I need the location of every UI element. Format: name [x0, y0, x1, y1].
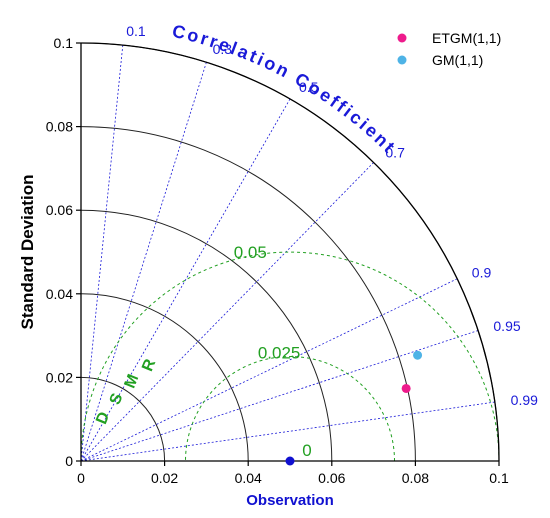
- correlation-line: [80, 98, 291, 462]
- y-tick-label: 0: [65, 453, 73, 469]
- y-tick-label: 0.04: [46, 286, 73, 302]
- correlation-tick-label: 0.99: [511, 392, 538, 408]
- std-arc: [80, 293, 249, 462]
- data-point: [413, 350, 423, 360]
- correlation-line: [80, 401, 495, 462]
- legend-marker: [397, 33, 407, 43]
- x-tick-label: 0.04: [235, 470, 262, 486]
- x-tick-label: 0: [77, 470, 85, 486]
- correlation-line: [80, 62, 207, 462]
- correlation-title: Correlation Coefficient: [170, 21, 400, 158]
- correlation-tick-label: 0.1: [126, 23, 146, 39]
- y-tick-label: 0.08: [46, 119, 73, 135]
- correlation-line: [80, 162, 374, 462]
- rmsd-title-letter: M: [122, 372, 143, 391]
- std-arc: [80, 126, 416, 462]
- outer-arc: [80, 42, 500, 462]
- rmsd-title-letter: R: [139, 356, 159, 373]
- y-tick-label: 0.06: [46, 202, 73, 218]
- correlation-tick-label: 0.5: [299, 79, 319, 95]
- legend-label: GM(1,1): [432, 52, 483, 68]
- y-tick-label: 0.02: [46, 369, 73, 385]
- correlation-line: [80, 330, 479, 462]
- rmsd-contour-label: 0.05: [234, 243, 267, 262]
- legend-marker: [397, 55, 407, 65]
- axes-layer: [76, 42, 500, 466]
- correlation-tick-label: 0.3: [213, 41, 233, 57]
- observation-point: [285, 456, 295, 466]
- x-tick-label: 0.02: [151, 470, 178, 486]
- correlation-title-text: Correlation Coefficient: [170, 21, 398, 158]
- correlation-tick-label: 0.7: [385, 144, 405, 160]
- legend-layer: ETGM(1,1) GM(1,1): [397, 30, 501, 68]
- correlation-tick-label: 0.9: [472, 265, 492, 281]
- rmsd-title-letter: S: [107, 391, 127, 408]
- y-axis-title: Standard Deviation: [18, 175, 37, 330]
- x-tick-label: 0.08: [402, 470, 429, 486]
- correlation-line: [80, 278, 458, 462]
- y-tick-label: 0.1: [54, 35, 74, 51]
- correlation-tick-label: 0.95: [493, 318, 520, 334]
- std-arc: [80, 209, 333, 462]
- x-tick-label: 0.1: [489, 470, 509, 486]
- points-layer: [285, 350, 423, 466]
- std-arc: [80, 42, 500, 462]
- rmsd-contour: [185, 356, 395, 462]
- x-tick-label: 0.06: [318, 470, 345, 486]
- rmsd-contour-label: 0.025: [258, 344, 301, 363]
- rmsd-title-letter: D: [93, 410, 113, 427]
- grid-layer: [80, 42, 500, 462]
- rmsd-zero-label: 0: [302, 441, 311, 460]
- data-point: [401, 383, 411, 393]
- rmsd-contour: [80, 251, 500, 462]
- legend-label: ETGM(1,1): [432, 30, 501, 46]
- correlation-line: [80, 45, 124, 462]
- x-axis-title: Observation: [246, 492, 334, 509]
